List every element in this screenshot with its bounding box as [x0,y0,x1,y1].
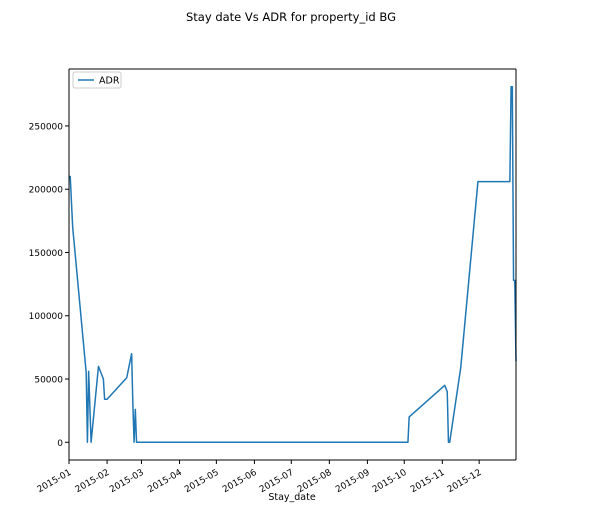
series-line-adr [69,85,517,444]
legend-label-adr: ADR [99,76,120,87]
x-tick-label: 2015-01 [36,468,74,495]
series-layer [69,85,517,444]
chart-title: Stay date Vs ADR for property_id BG [186,10,396,24]
x-tick-label: 2015-06 [221,468,259,496]
legend-box [72,71,122,89]
y-tick-label: 200000 [29,186,64,196]
x-axis-label: Stay_date [268,492,316,503]
y-tick-label: 250000 [29,122,64,132]
plot-area [69,69,516,460]
x-tick-label: 2015-05 [183,468,221,495]
x-tick-label: 2015-10 [371,468,409,496]
y-tick-label: 150000 [29,249,64,259]
y-tick-label: 50000 [34,376,63,386]
y-tick-label: 100000 [29,312,64,322]
legend: ADR [72,71,122,89]
x-tick-label: 2015-12 [446,468,484,495]
y-axis: 0 50000 100000 150000 200000 250000 [29,122,69,449]
x-tick-label: 2015-11 [409,468,447,495]
y-tick-label: 0 [57,439,63,449]
x-tick-label: 2015-04 [146,468,184,496]
x-tick-label: 2015-03 [108,468,146,495]
x-tick-label: 2015-02 [74,468,112,495]
x-tick-label: 2015-09 [334,468,372,496]
axis-spines [68,68,517,461]
